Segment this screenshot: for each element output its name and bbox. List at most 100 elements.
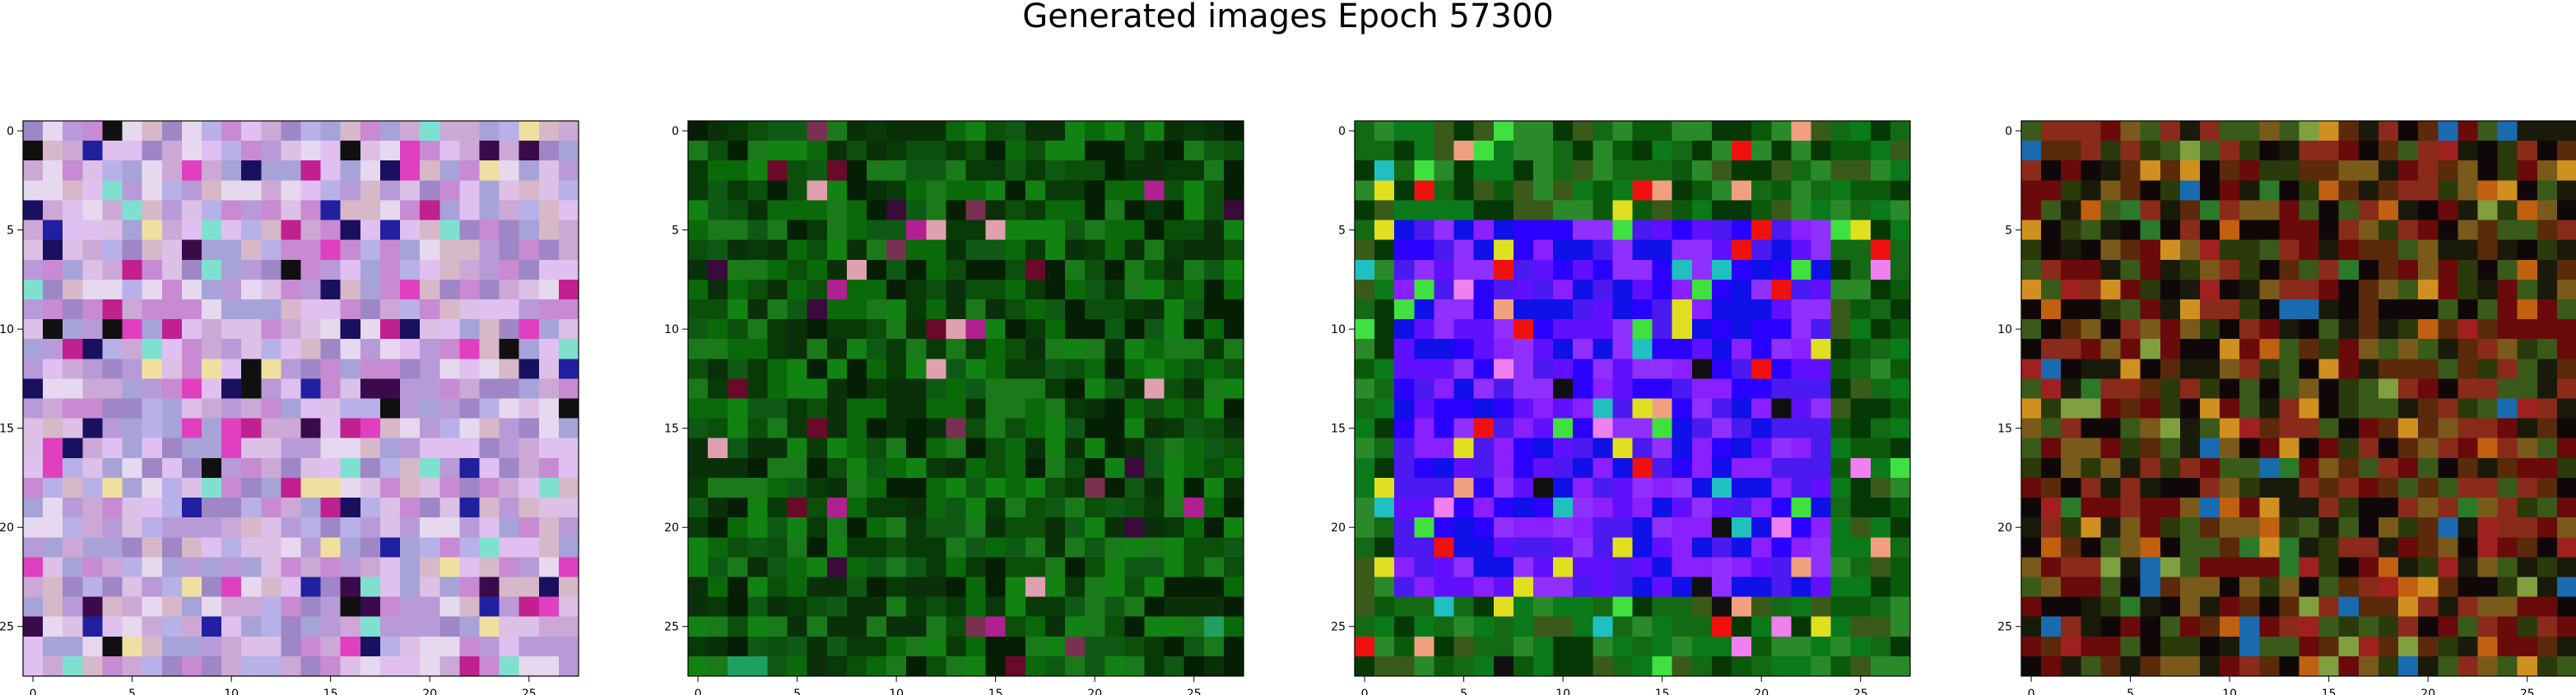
pixel [2081, 438, 2102, 459]
pixel [2160, 636, 2181, 657]
pixel [1005, 279, 1026, 300]
pixel [1203, 656, 1225, 677]
pixel [2457, 656, 2479, 677]
pixel [787, 656, 808, 677]
pixel [2081, 477, 2102, 498]
y-tick-label: 25 [664, 621, 679, 634]
pixel [747, 180, 769, 202]
pixel [518, 200, 540, 221]
pixel [2517, 438, 2538, 459]
pixel [846, 477, 867, 498]
pixel [1085, 339, 1105, 359]
pixel [1593, 378, 1613, 400]
pixel [1652, 121, 1673, 141]
pixel [221, 537, 242, 558]
pixel [926, 339, 946, 359]
pixel [767, 457, 788, 479]
pixel [360, 299, 381, 320]
pixel [1573, 319, 1593, 340]
pixel [2081, 498, 2102, 518]
pixel [161, 279, 183, 300]
pixel [965, 319, 987, 340]
pixel [1890, 200, 1911, 221]
pixel [985, 141, 1007, 161]
pixel [926, 200, 946, 221]
pixel [2398, 577, 2419, 598]
pixel [1005, 339, 1026, 359]
pixel [1612, 160, 1634, 181]
pixel [728, 220, 748, 241]
pixel [2358, 339, 2379, 359]
pixel [2021, 121, 2042, 141]
pixel [2457, 517, 2479, 538]
pixel [747, 537, 769, 558]
pixel [708, 180, 728, 202]
pixel [142, 616, 163, 637]
pixel [2517, 398, 2538, 419]
pixel [420, 200, 440, 221]
pixel [2398, 537, 2419, 558]
pixel [866, 339, 887, 359]
pixel [1652, 477, 1673, 498]
pixel [787, 557, 808, 578]
pixel [1104, 457, 1125, 479]
pixel [926, 279, 946, 300]
pixel [300, 121, 322, 141]
pixel [826, 220, 848, 241]
pixel [181, 378, 202, 400]
pixel [2259, 457, 2280, 479]
pixel [787, 596, 808, 618]
pixel [479, 239, 500, 261]
pixel [1453, 517, 1475, 538]
pixel [1144, 537, 1165, 558]
pixel [1791, 279, 1812, 300]
pixel [2318, 239, 2340, 261]
pixel [1890, 339, 1911, 359]
pixel [459, 378, 481, 400]
pixel [1672, 200, 1693, 221]
pixel [2160, 438, 2181, 459]
pixel [1144, 121, 1165, 141]
pixel [2199, 200, 2220, 221]
pixel [102, 339, 123, 359]
axes-frame [22, 120, 579, 677]
pixel [1553, 339, 1574, 359]
pixel [400, 477, 421, 498]
pixel [281, 596, 302, 618]
pixel [2279, 577, 2300, 598]
pixel [2358, 656, 2379, 677]
pixel [728, 656, 748, 677]
pixel [1593, 319, 1613, 340]
pixel [1830, 121, 1852, 141]
pixel [142, 359, 163, 379]
pixel [1732, 378, 1752, 400]
pixel [1830, 220, 1852, 241]
pixel [1751, 160, 1772, 181]
pixel [379, 239, 401, 261]
pixel [1025, 339, 1046, 359]
pixel [261, 557, 281, 578]
pixel [2338, 200, 2360, 221]
pixel [499, 577, 520, 598]
pixel [1593, 517, 1613, 538]
pixel [1005, 457, 1026, 479]
pixel [538, 378, 560, 400]
pixel [2199, 457, 2220, 479]
pixel [1732, 141, 1752, 161]
pixel [1414, 121, 1435, 141]
pixel [400, 557, 421, 578]
pixel [1711, 319, 1732, 340]
pixel [1144, 378, 1165, 400]
pixel [1850, 319, 1872, 340]
pixel [2140, 279, 2161, 300]
pixel [906, 477, 927, 498]
pixel [2279, 239, 2300, 261]
pixel [1691, 418, 1713, 439]
pixel [1434, 517, 1455, 538]
pixel [82, 596, 104, 618]
pixel [43, 141, 63, 161]
pixel [63, 398, 83, 419]
pixel [2318, 319, 2340, 340]
pixel [2318, 279, 2340, 300]
pixel [2220, 378, 2240, 400]
